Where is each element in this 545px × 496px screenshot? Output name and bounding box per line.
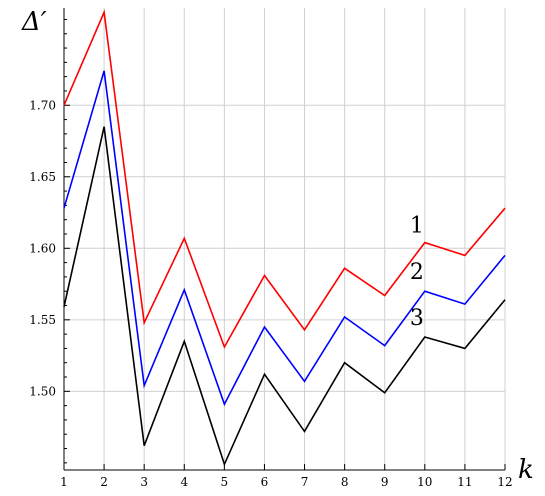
- x-tick-labels: 1 2 3 4 5 6 7 8 9 10 11 12: [60, 475, 512, 489]
- x-tick-label: 1: [60, 475, 68, 489]
- y-tick-label: 1.65: [29, 170, 56, 184]
- series-line-1: [63, 9, 506, 349]
- x-tick-label: 8: [341, 475, 349, 489]
- y-tick-labels: 1.50 1.55 1.60 1.65 1.70: [29, 98, 56, 398]
- x-tick-label: 3: [140, 475, 148, 489]
- x-tick-label: 10: [417, 475, 432, 489]
- series-line-3: [63, 126, 506, 467]
- series-labels: 1 2 3: [410, 214, 424, 331]
- x-tick-label: 11: [457, 475, 472, 489]
- x-tick-label: 6: [261, 475, 269, 489]
- y-tick-label: 1.60: [29, 241, 56, 255]
- x-tick-label: 5: [221, 475, 229, 489]
- series-label-3: 3: [410, 306, 424, 331]
- x-tick-label: 12: [497, 475, 512, 489]
- series-line-2: [63, 70, 506, 407]
- x-tick-label: 2: [100, 475, 108, 489]
- y-tick-label: 1.55: [29, 313, 56, 327]
- y-tick-label: 1.70: [29, 98, 56, 112]
- series-label-2: 2: [410, 260, 424, 285]
- y-tick-label: 1.50: [29, 384, 56, 398]
- grid: [63, 8, 506, 470]
- y-axis-label: Δ′: [21, 7, 47, 37]
- x-axis-label: k: [518, 455, 534, 485]
- x-tick-label: 4: [180, 475, 188, 489]
- axes: [63, 8, 506, 471]
- series-label-1: 1: [410, 214, 424, 239]
- x-tick-label: 9: [381, 475, 389, 489]
- x-tick-label: 7: [301, 475, 309, 489]
- series-lines: [63, 9, 506, 467]
